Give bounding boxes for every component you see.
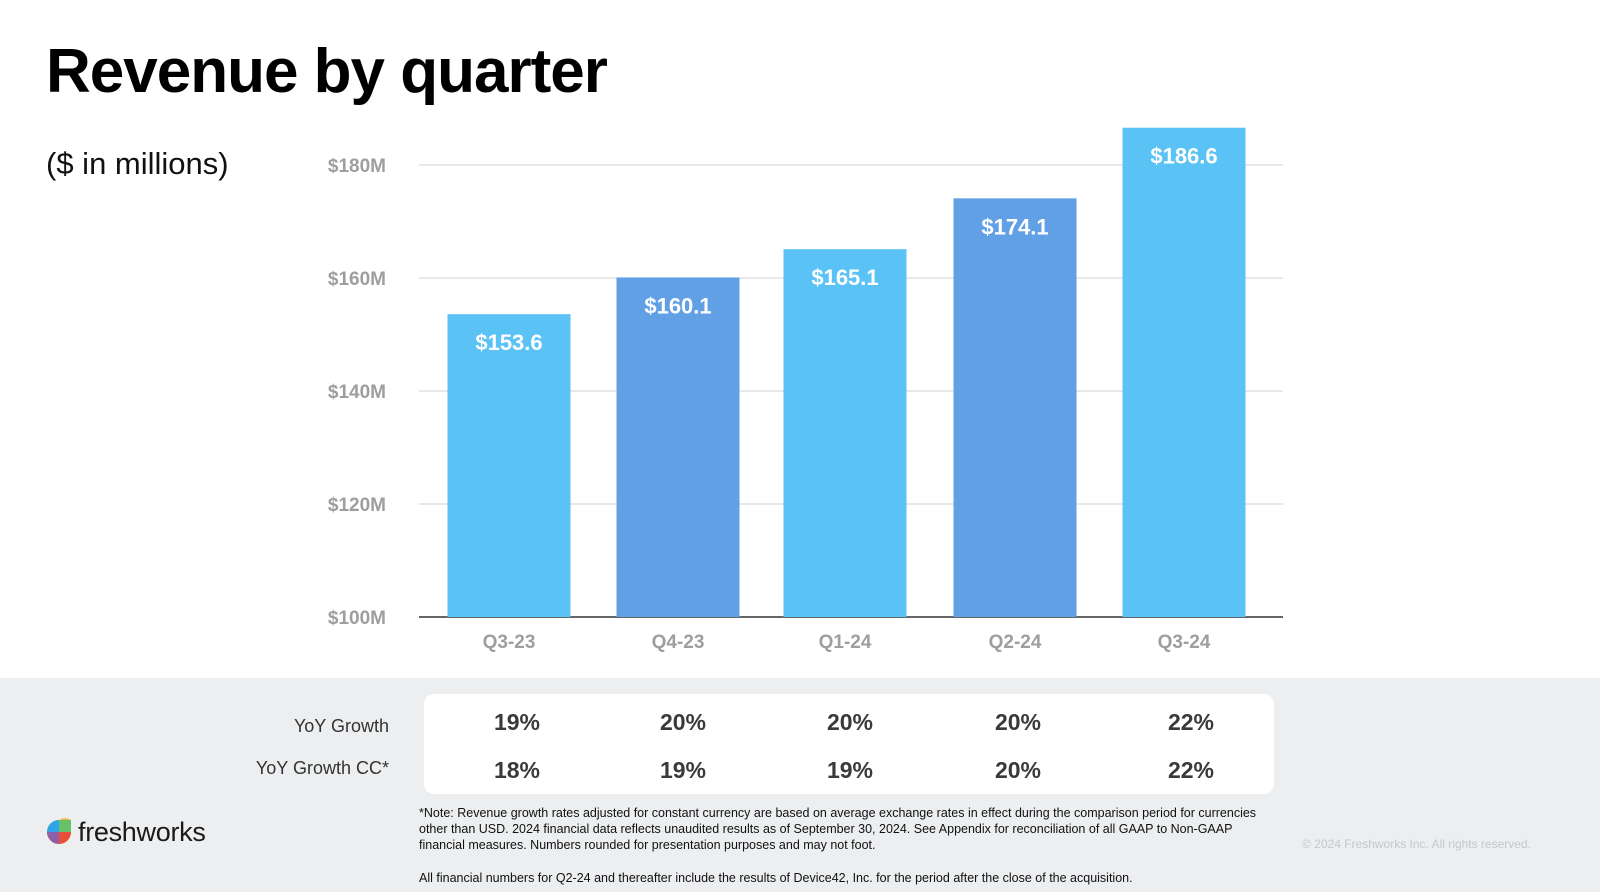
data-label: $174.1 (981, 214, 1048, 239)
row-label-yoy-growth: YoY Growth (293, 716, 389, 736)
y-tick-label: $120M (328, 495, 386, 516)
bar-q3-24 (1122, 127, 1246, 618)
yoy-growth-cc-q2-24: 20% (994, 757, 1042, 783)
footnote: *Note: Revenue growth rates adjusted for… (419, 806, 1257, 852)
revenue-bar-chart: $100M $120M $140M $160M $180M $153.6 Q3-23 $160… (328, 127, 1283, 653)
x-tick-label: Q2-24 (989, 632, 1042, 653)
y-tick-label: $140M (328, 382, 386, 403)
yoy-growth-cc-q3-23: 18% (493, 757, 541, 783)
data-label: $160.1 (644, 293, 711, 318)
row-label-yoy-growth-cc: YoY Growth CC* (255, 758, 389, 778)
yoy-growth-q4-23: 20% (659, 709, 707, 735)
units-subtitle: ($ in millions) (46, 146, 229, 181)
x-tick-label: Q3-24 (1158, 632, 1211, 653)
data-label: $186.6 (1150, 144, 1217, 169)
yoy-growth-q1-24: 20% (826, 709, 874, 735)
yoy-growth-q2-24: 20% (994, 709, 1042, 735)
growth-table-card (424, 694, 1274, 794)
y-tick-label: $100M (328, 608, 386, 629)
brand-name: freshworks (78, 816, 206, 847)
yoy-growth-q3-23: 19% (493, 709, 541, 735)
bar-q4-23 (616, 277, 740, 617)
bar-q1-24 (783, 249, 907, 617)
bar-q2-24 (953, 198, 1077, 617)
yoy-growth-q3-24: 22% (1167, 709, 1215, 735)
acquisition-note: All financial numbers for Q2-24 and ther… (419, 871, 1133, 885)
freshworks-logo: freshworks (44, 814, 206, 850)
copyright: © 2024 Freshworks Inc. All rights reserv… (1302, 837, 1531, 851)
x-tick-label: Q3-23 (483, 632, 536, 653)
y-tick-label: $160M (328, 269, 386, 290)
bar-q3-23 (447, 314, 571, 617)
yoy-growth-cc-q1-24: 19% (826, 757, 874, 783)
y-tick-label: $180M (328, 156, 386, 177)
data-label: $153.6 (475, 330, 542, 355)
yoy-growth-cc-q4-23: 19% (659, 757, 707, 783)
yoy-growth-cc-q3-24: 22% (1167, 757, 1215, 783)
x-tick-label: Q4-23 (652, 632, 705, 653)
page-title: Revenue by quarter (46, 37, 608, 106)
x-tick-label: Q1-24 (819, 632, 872, 653)
data-label: $165.1 (811, 265, 878, 290)
freshworks-logo-icon (47, 818, 71, 844)
